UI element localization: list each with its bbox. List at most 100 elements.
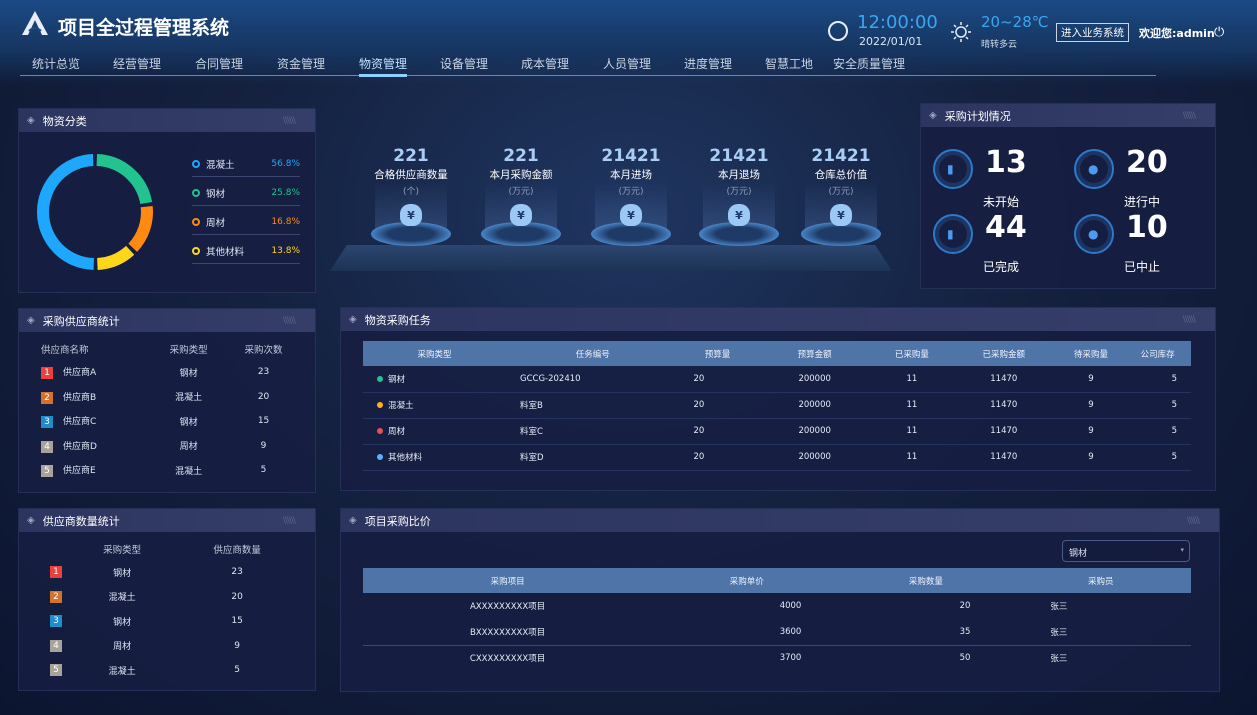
table-cell: 混凝土 (71, 658, 173, 683)
table-cell: 料室D (506, 444, 680, 471)
table-cell: 4000 (652, 593, 841, 619)
status-dot-icon (377, 454, 383, 460)
app-title: 项目全过程管理系统 (58, 17, 230, 39)
donut-segment-0 (37, 154, 95, 270)
stat-card: 21421 仓库总价值 (万元) (796, 146, 886, 197)
cell-text: 50 (959, 653, 971, 664)
table-cell: 钢材 (71, 560, 173, 585)
cell-text: 20 (693, 452, 705, 462)
diamond-icon: ◈ (929, 110, 937, 121)
cell-text: 5 (1171, 426, 1177, 436)
material-type-select[interactable]: 钢材 ▾ (1062, 540, 1190, 562)
legend-label: 其他材料 (206, 246, 245, 258)
table-cell: 钢材 (363, 366, 506, 393)
table-cell: 9 (1057, 444, 1125, 471)
cell-text: 供应商D (63, 441, 97, 452)
nav-item[interactable]: 设备管理 (440, 57, 489, 71)
nav-item[interactable]: 资金管理 (277, 57, 326, 71)
nav-item[interactable]: 智慧工地 (765, 57, 814, 71)
cell-text: 料室C (520, 427, 543, 437)
nav-item[interactable]: 物资管理 (359, 57, 408, 71)
rank-badge: 4 (50, 639, 62, 652)
nav-item[interactable]: 成本管理 (521, 57, 570, 71)
power-icon[interactable]: ⏻ (1214, 25, 1225, 40)
cell-text: 5 (1171, 452, 1177, 462)
column-header: 供应商名称 (41, 345, 89, 356)
cell-text: 11470 (990, 373, 1018, 384)
diamond-icon: ◈ (27, 315, 35, 326)
column-header: 采购类型 (169, 345, 208, 356)
panel-title: 项目采购比价 (364, 514, 431, 528)
supplier-count-panel: ◈ 供应商数量统计 \\\\\\ 采购类型 供应商数量 1 钢材 23 2 混凝土 20 3 钢材 15… (18, 508, 316, 691)
enter-business-system-button[interactable]: 进入业务系统 (1056, 23, 1129, 42)
table-row: BXXXXXXXXX项目 3600 35 张三 (363, 619, 1191, 646)
cell-text: 20 (257, 391, 270, 402)
column-header: 采购单价 (652, 568, 842, 593)
table-cell: CXXXXXXXXX项目 (363, 645, 652, 671)
donut-segment-2 (128, 205, 153, 252)
nav-item[interactable]: 安全质量管理 (833, 57, 906, 71)
table-cell: 200000 (755, 366, 874, 393)
table-cell: 11 (873, 366, 950, 393)
decor-slashes: \\\\\\ (1182, 314, 1196, 325)
legend-percent: 16.8% (271, 216, 300, 227)
table-cell: 11470 (949, 392, 1058, 419)
table-cell: 11 (873, 444, 950, 471)
decor-slashes: \\\\\\ (282, 315, 296, 326)
rank-header (41, 538, 71, 560)
nav-active-indicator (359, 74, 407, 77)
table-cell: 50 (841, 645, 1010, 671)
table-cell: 11 (873, 392, 950, 419)
cell-text: 张三 (1050, 627, 1068, 638)
cell-text: 周材 (388, 427, 406, 437)
cell-text: 200000 (798, 426, 831, 436)
table-row: 4 周材 9 (41, 634, 301, 659)
cell-text: BXXXXXXXXX项目 (469, 627, 546, 638)
table-cell: 周材 (71, 634, 173, 659)
money-bag-icon: ¥ (728, 204, 750, 226)
nav-item[interactable]: 合同管理 (195, 57, 244, 71)
table-row: 其他材料 料室D 20 200000 11 11470 9 5 (363, 444, 1191, 471)
stat-value: 21421 (811, 146, 871, 166)
nav-item[interactable]: 经营管理 (113, 57, 162, 71)
legend-item: 钢材 25.8% (192, 180, 300, 206)
legend-item: 周材 16.8% (192, 209, 300, 235)
nav-item[interactable]: 进度管理 (684, 57, 733, 71)
column-header: 已采购金额 (949, 341, 1058, 366)
cell-text: 11 (906, 400, 918, 410)
cell-text: 供应商E (63, 466, 96, 477)
stat-unit: (万元) (796, 184, 886, 197)
table-cell: 20 (226, 385, 301, 410)
table-cell: 4 供应商D (41, 434, 151, 459)
table-cell: 料室C (506, 418, 680, 445)
building-icon: ▮ (933, 149, 973, 189)
cell-text: 11470 (990, 452, 1018, 462)
cell-text: AXXXXXXXXX项目 (469, 602, 546, 612)
table-cell: 20 (173, 585, 301, 610)
table-cell: 钢材 (151, 360, 226, 385)
stat-card: 21421 本月进场 (万元) (586, 146, 676, 197)
table-cell: 20 (679, 392, 756, 419)
cell-text: 20 (693, 400, 705, 410)
donut-segment-1 (96, 154, 153, 205)
table-cell: 混凝土 (363, 392, 506, 419)
cell-text: 20 (693, 426, 705, 436)
cell-text: 5 (1171, 373, 1177, 384)
stat-value: 221 (503, 146, 539, 166)
table-cell: 张三 (1010, 619, 1191, 646)
table-cell: 11470 (949, 366, 1058, 393)
cell-text: 3700 (779, 653, 802, 664)
status-dot-icon (377, 375, 383, 382)
diamond-icon: ◈ (349, 314, 357, 325)
plan-label: 未开始 (983, 195, 1020, 209)
rank-badge: 1 (50, 566, 62, 579)
nav-item[interactable]: 人员管理 (603, 57, 652, 71)
price-compare-panel: ◈ 项目采购比价 \\\\\\ 采购项目 采购单价 采购数量 采购员 AXXXXXXXXX项… (340, 508, 1220, 692)
user-icon: ● (1074, 214, 1114, 254)
table-cell: 11470 (949, 418, 1058, 445)
stat-value: 221 (393, 146, 429, 166)
column-header: 采购员 (1010, 568, 1191, 593)
nav-item[interactable]: 统计总览 (32, 57, 81, 71)
table-row: 5 混凝土 5 (41, 658, 301, 683)
cell-text: 3600 (779, 626, 802, 637)
